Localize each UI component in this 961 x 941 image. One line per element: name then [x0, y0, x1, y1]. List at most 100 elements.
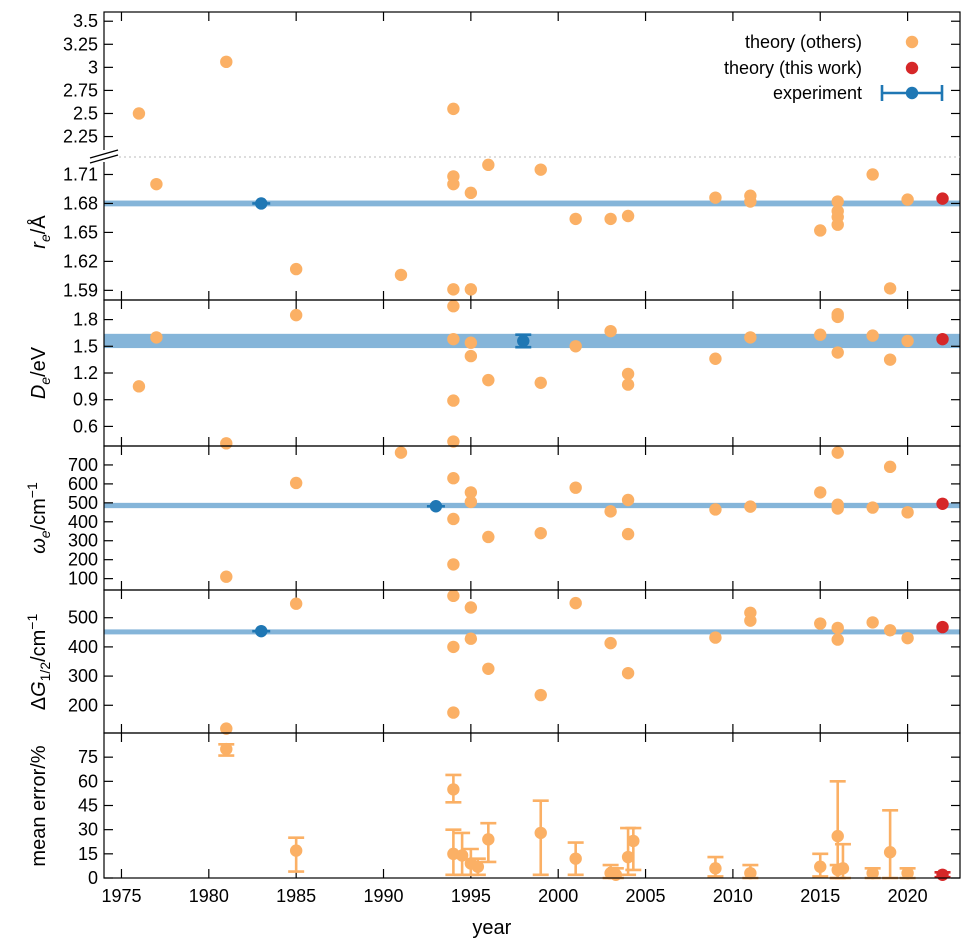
dG-this-work-point [936, 620, 949, 634]
De-others-point [569, 340, 582, 353]
De-others-point [534, 376, 547, 389]
err-others-point [220, 742, 233, 756]
De-others-point [621, 378, 635, 391]
dG-others-point [901, 631, 914, 645]
err-others-point [814, 860, 827, 873]
err-others-point [866, 866, 879, 880]
err-ytick-label: 45 [78, 796, 98, 816]
De-ylabel: De/eV [28, 346, 53, 399]
re-axis-break-mark [89, 149, 119, 159]
re-others-point [831, 218, 844, 231]
dG-others-point [534, 688, 547, 702]
err-others-point [289, 844, 303, 857]
we-others-point [744, 500, 757, 513]
De-others-point [831, 310, 844, 324]
re-axis-break-gap [90, 150, 118, 162]
re-this-work-point [936, 192, 949, 205]
err-others-point [883, 846, 897, 859]
x-tick-label: 2020 [888, 886, 928, 906]
dG-others-point [883, 624, 897, 637]
re-others-point [220, 55, 233, 69]
we-others-point [866, 501, 879, 514]
re-others-point [814, 224, 827, 237]
tick-labels: 2.25 2.5 2.75 3 3.25 3.5 1.59 1.62 1.65 1.68 1.71 0… [63, 11, 928, 906]
we-others-point [569, 481, 582, 494]
axis-titles: re/Å De/eV ωe/cm−1 ΔG1/2/cm−1 mean error/% ye… [24, 215, 512, 939]
re-others-point [464, 186, 478, 200]
re-others-point [482, 158, 495, 172]
err-others-point [836, 862, 850, 875]
we-others-point [604, 505, 617, 518]
re-others-point [604, 212, 617, 226]
legend-experiment-marker [905, 86, 919, 100]
re-others-point [150, 177, 163, 191]
we-others-point [883, 460, 897, 474]
re-ytick-label: 1.59 [63, 280, 98, 300]
we-ytick-label: 300 [68, 531, 98, 551]
we-ytick-label: 400 [68, 512, 98, 532]
x-tick-label: 2010 [713, 886, 753, 906]
De-others-point [814, 328, 827, 341]
we-others-point [901, 506, 914, 519]
dG-others-point [866, 616, 879, 629]
err-others-point [621, 850, 635, 864]
legend-label-1: theory (this work) [724, 58, 862, 78]
err-ytick-label: 0 [88, 868, 98, 888]
re-ytick-label: 1.68 [63, 193, 98, 213]
De-others-point [482, 373, 495, 387]
we-others-point [447, 558, 460, 571]
dG-ytick-label: 200 [68, 695, 98, 715]
err-others-point [744, 866, 757, 880]
De-others-point [150, 331, 163, 344]
re-others-point [447, 177, 460, 191]
legend-marker-0 [905, 35, 919, 49]
err-others-point [709, 862, 722, 875]
De-others-point [289, 308, 303, 322]
dG-others-point [744, 614, 757, 627]
we-others-point [814, 486, 827, 499]
we-others-point [482, 530, 495, 544]
re-others-point [534, 163, 547, 176]
err-others-point [471, 860, 485, 873]
we-this-work-point [936, 497, 949, 510]
we-others-point [220, 570, 233, 583]
we-others-point [709, 503, 722, 516]
De-others-point [447, 332, 460, 346]
De-experiment-band [104, 333, 960, 349]
dG-others-point [447, 589, 460, 603]
dG-others-point [464, 601, 478, 614]
dG-others-point [289, 597, 303, 610]
we-ytick-label: 500 [68, 493, 98, 513]
De-others-point [621, 367, 635, 381]
De-others-point [866, 329, 879, 342]
dG-ytick-label: 500 [68, 608, 98, 628]
x-tick-label: 2005 [626, 886, 666, 906]
err-others-point [455, 849, 469, 862]
dG-ylabel: ΔG1/2/cm−1 [24, 614, 53, 711]
we-others-point [621, 527, 635, 541]
we-others-point [534, 526, 547, 540]
we-others-point [289, 476, 303, 490]
re-others-point [709, 191, 722, 204]
x-tick-label: 2000 [538, 886, 578, 906]
dG-experiment-band [104, 629, 960, 635]
De-others-point [447, 300, 460, 313]
dG-experiment-point [255, 624, 268, 638]
De-others-point [831, 346, 844, 359]
re-others-point [866, 168, 879, 181]
legend-label-0: theory (others) [745, 32, 862, 52]
err-ytick-label: 60 [78, 771, 98, 791]
x-tick-label: 1980 [189, 886, 229, 906]
De-experiment-point [517, 334, 530, 348]
De-others-point [709, 352, 722, 365]
err-panel-frame [103, 732, 961, 879]
we-ytick-label: 200 [68, 550, 98, 570]
dG-others-point [709, 631, 722, 644]
De-others-point [901, 334, 914, 348]
dG-others-point [482, 662, 495, 675]
re-ytick-label: 3.5 [73, 11, 98, 31]
re-ytick-label: 2.25 [63, 127, 98, 147]
we-ylabel: ωe/cm−1 [24, 482, 53, 554]
re-others-point [464, 283, 478, 296]
